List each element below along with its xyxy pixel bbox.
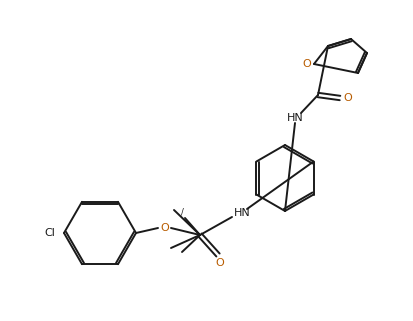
Text: Cl: Cl — [45, 228, 55, 238]
Text: O: O — [343, 93, 351, 103]
Text: HN: HN — [286, 113, 303, 123]
Text: /: / — [180, 207, 183, 216]
Text: HN: HN — [233, 208, 250, 218]
Text: O: O — [215, 258, 224, 268]
Text: O: O — [302, 59, 311, 69]
Text: O: O — [160, 223, 169, 233]
